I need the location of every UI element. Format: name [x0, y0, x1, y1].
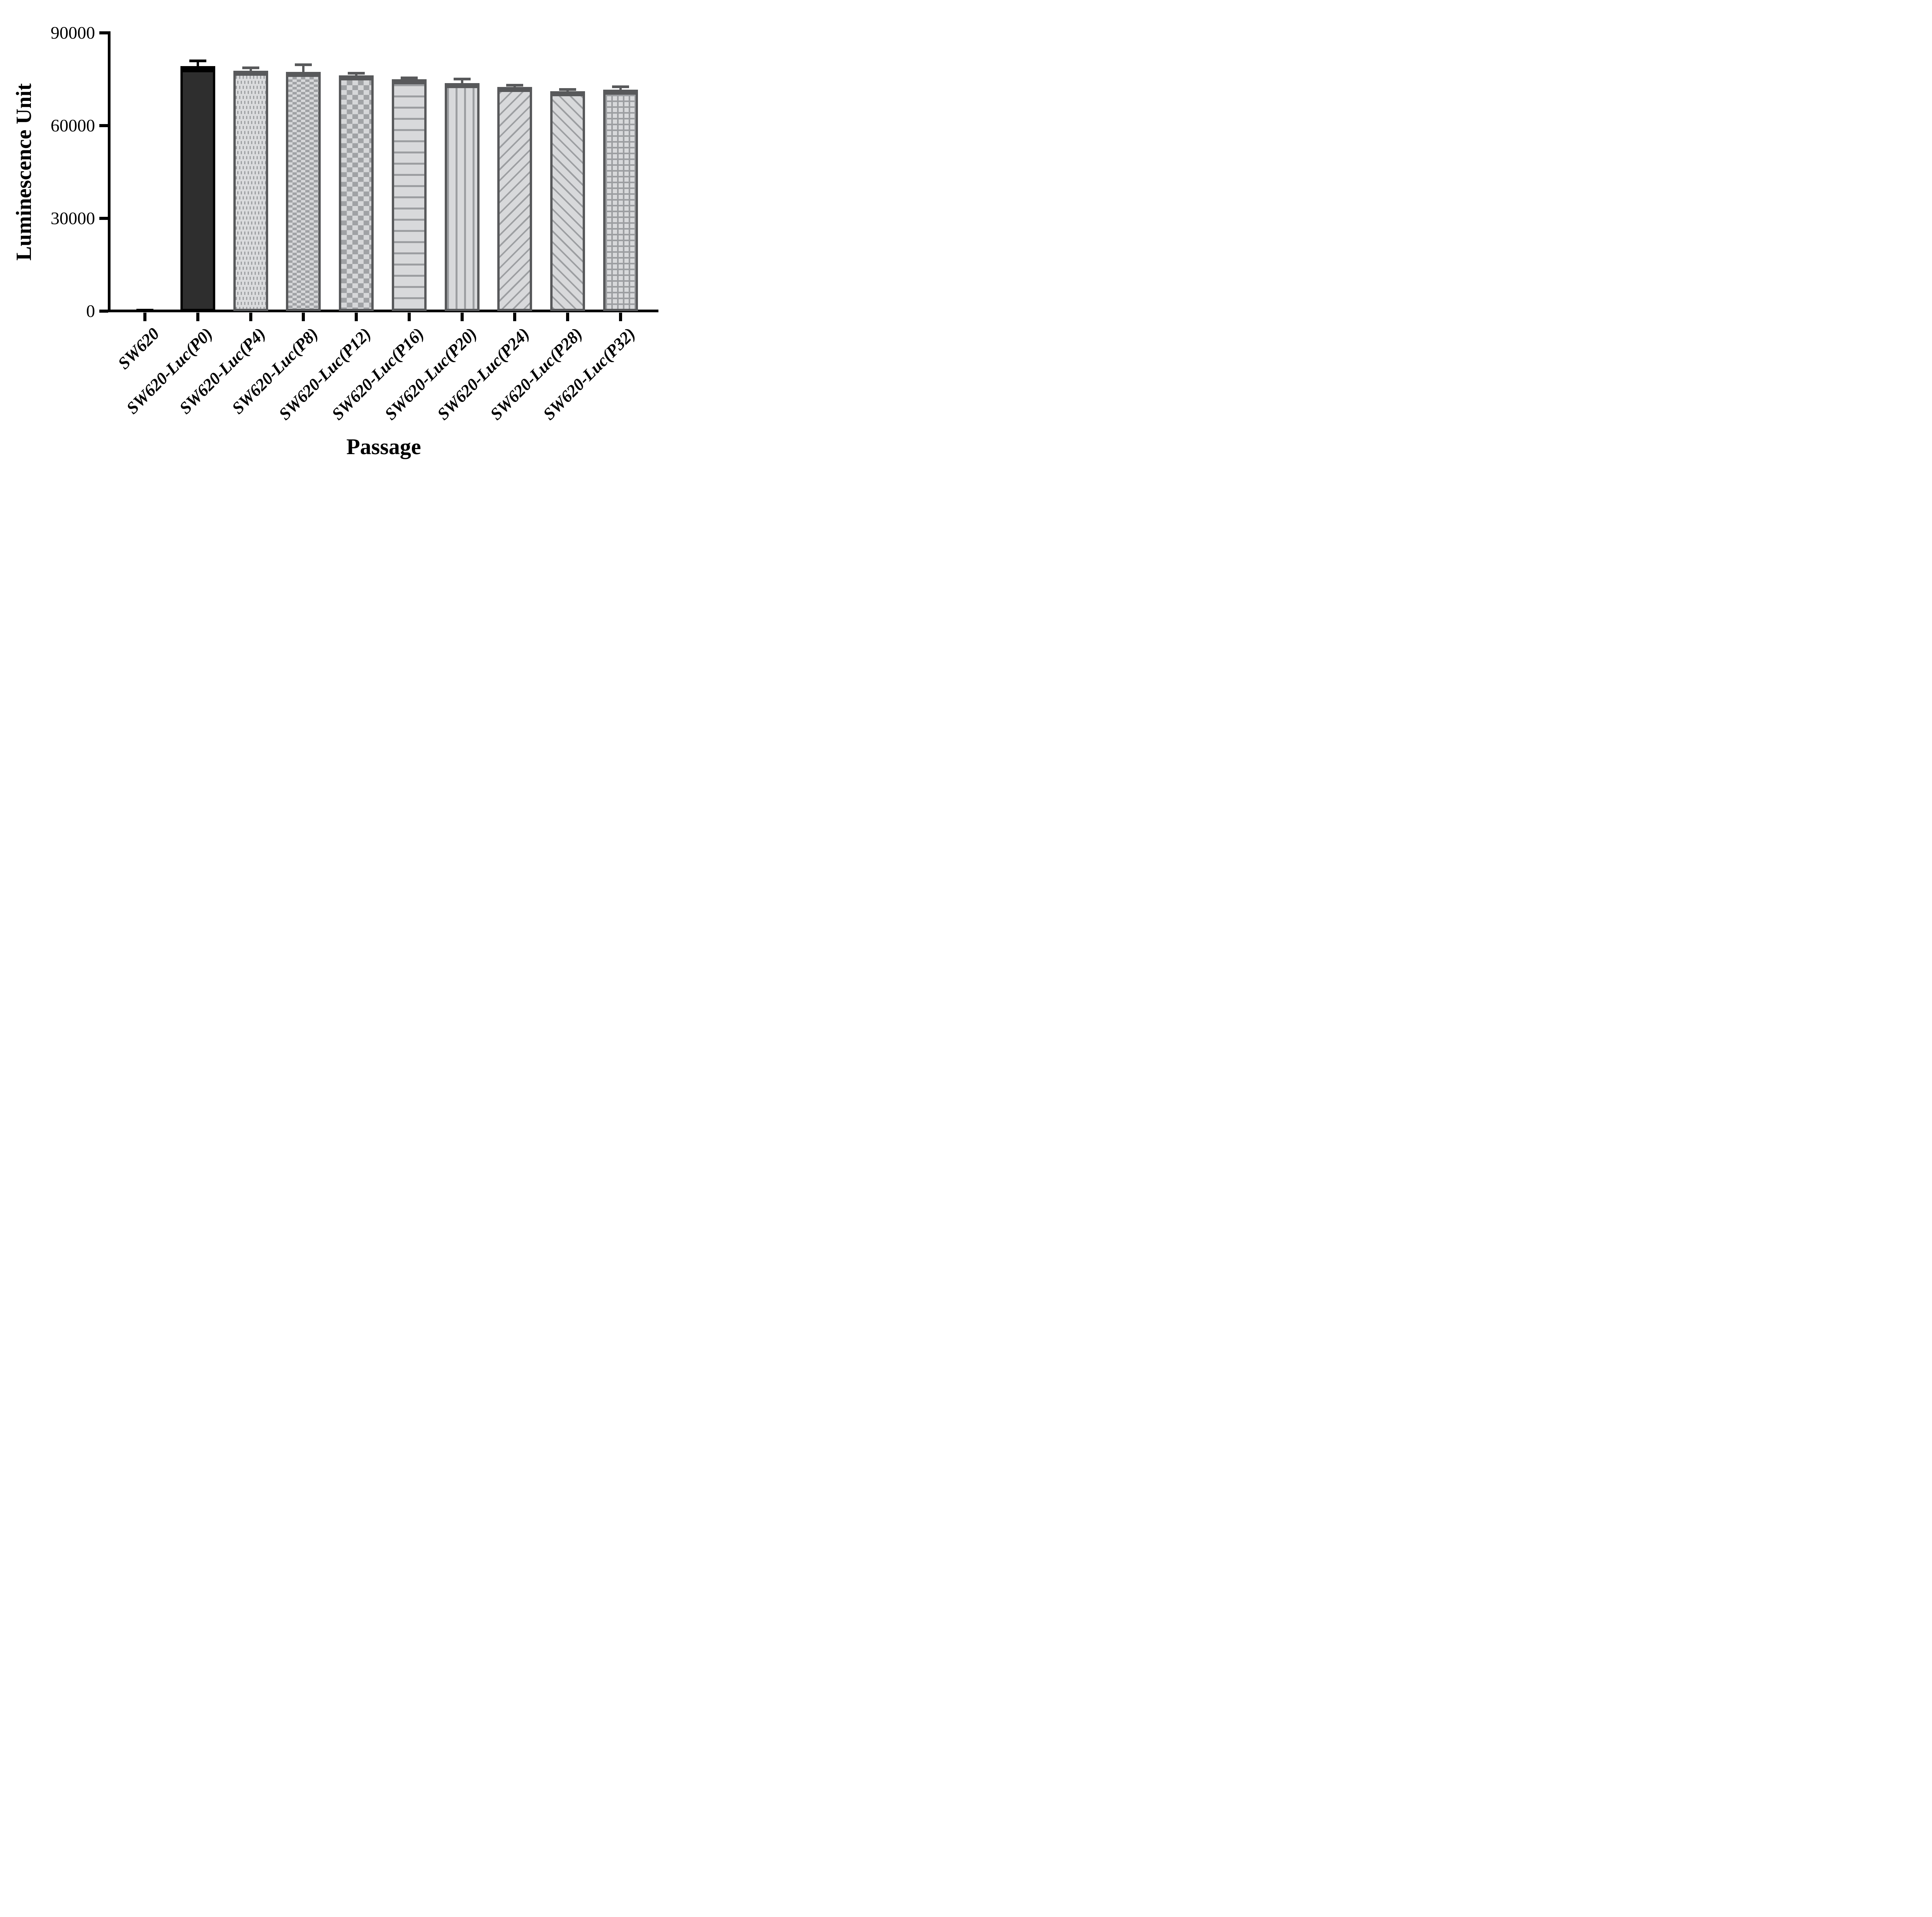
- bar-sw620-luc-p20: [445, 83, 480, 311]
- bar-sw620-luc-p16: [392, 79, 427, 311]
- error-bar-cap-sw620-luc-p4: [242, 66, 259, 70]
- bar-chart-figure: Luminescence Unit Passage 0 30000 60000 900…: [0, 0, 689, 479]
- bar-sw620-luc-p24: [497, 87, 532, 311]
- x-tick-sw620-luc-p12: [355, 313, 358, 321]
- error-bar-stem-sw620-luc-p12: [355, 73, 357, 77]
- error-bar-stem-sw620-luc-p8: [302, 65, 304, 73]
- y-axis-title: Luminescence Unit: [12, 83, 36, 261]
- error-bar-cap-sw620-luc-p32: [612, 85, 629, 89]
- x-axis-title: Passage: [346, 434, 421, 459]
- error-bar-cap-sw620: [136, 309, 153, 312]
- y-tick-60000: [99, 124, 108, 127]
- x-tick-label-sw620-luc-p20: SW620-Luc(P20): [381, 324, 481, 424]
- error-bar-cap-sw620-luc-p24: [506, 84, 523, 87]
- x-tick-sw620: [143, 313, 146, 321]
- y-tick-label-30000: 30000: [51, 208, 95, 228]
- error-bar-stem-sw620-luc-p32: [619, 87, 622, 92]
- error-bar-cap-sw620-luc-p16: [401, 77, 418, 79]
- x-tick-sw620-luc-p4: [249, 313, 252, 321]
- x-tick-sw620-luc-p32: [619, 313, 622, 321]
- error-bar-stem-sw620-luc-p28: [566, 89, 569, 93]
- bar-sw620-luc-p12: [339, 75, 374, 311]
- bars-container: [0, 0, 689, 312]
- x-tick-label-sw620: SW620: [114, 324, 163, 373]
- x-tick-label-sw620-luc-p16: SW620-Luc(P16): [328, 324, 428, 424]
- error-bar-stem-sw620-luc-p24: [514, 85, 516, 89]
- error-bar-stem-sw620-luc-p4: [250, 68, 252, 72]
- error-bar-cap-sw620-luc-p20: [454, 78, 471, 81]
- y-tick-label-0: 0: [86, 301, 95, 321]
- y-tick-label-60000: 60000: [51, 116, 95, 135]
- bar-sw620-luc-p8: [286, 72, 321, 311]
- error-bar-cap-sw620-luc-p28: [559, 88, 576, 91]
- x-tick-sw620-luc-p28: [566, 313, 569, 321]
- x-tick-sw620-luc-p0: [196, 313, 199, 321]
- error-bar-cap-sw620-luc-p12: [348, 72, 365, 75]
- y-tick-0: [99, 310, 108, 313]
- x-tick-label-sw620-luc-p32: SW620-Luc(P32): [539, 324, 639, 424]
- x-tick-label-sw620-luc-p28: SW620-Luc(P28): [486, 324, 586, 424]
- y-tick-30000: [99, 217, 108, 220]
- x-tick-sw620-luc-p20: [461, 313, 464, 321]
- bar-sw620-luc-p32: [603, 90, 638, 311]
- error-bar-cap-sw620-luc-p8: [295, 63, 312, 66]
- y-tick-label-90000: 90000: [51, 23, 95, 43]
- y-tick-90000: [99, 31, 108, 34]
- x-tick-label-sw620-luc-p12: SW620-Luc(P12): [275, 324, 375, 424]
- bar-sw620-luc-p0: [180, 66, 215, 311]
- error-bar-stem-sw620-luc-p0: [197, 61, 199, 68]
- x-axis-line: [108, 310, 658, 312]
- x-tick-sw620-luc-p8: [302, 313, 305, 321]
- x-tick-sw620-luc-p24: [513, 313, 516, 321]
- x-tick-sw620-luc-p16: [408, 313, 411, 321]
- bar-sw620-luc-p4: [233, 70, 268, 311]
- error-bar-cap-sw620-luc-p0: [189, 60, 206, 62]
- bar-sw620-luc-p28: [550, 91, 585, 311]
- x-tick-label-sw620-luc-p24: SW620-Luc(P24): [433, 324, 533, 424]
- y-axis-line: [108, 31, 111, 312]
- error-bar-stem-sw620-luc-p20: [461, 79, 463, 85]
